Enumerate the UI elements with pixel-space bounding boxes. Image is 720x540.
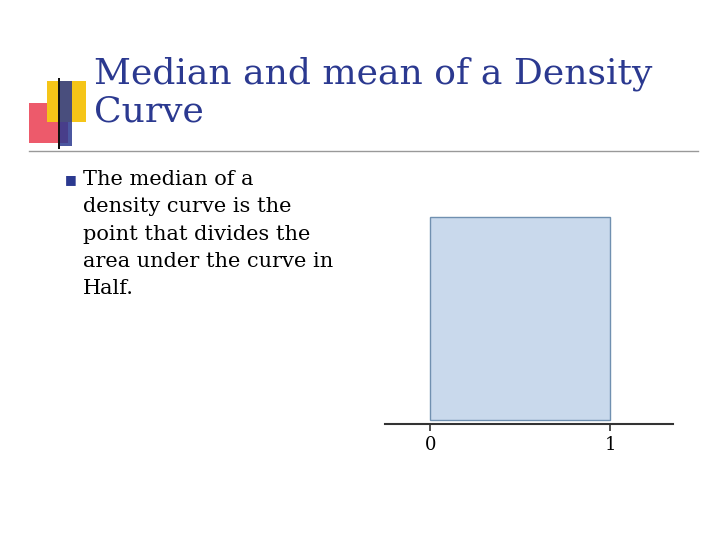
Text: The median of a
density curve is the
point that divides the
area under the curve: The median of a density curve is the poi…	[83, 170, 333, 298]
Text: Median and mean of a Density: Median and mean of a Density	[94, 57, 652, 91]
Bar	[431, 217, 611, 420]
Text: Curve: Curve	[94, 94, 204, 129]
Text: ■: ■	[65, 173, 76, 186]
